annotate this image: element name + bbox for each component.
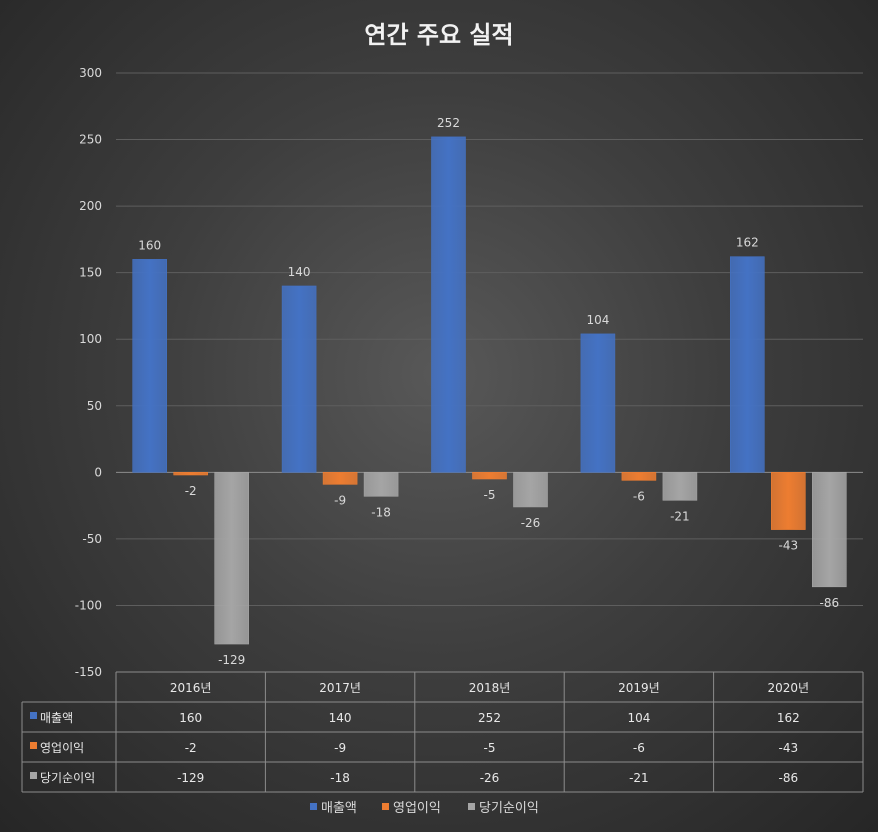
table-cell: -21	[629, 771, 649, 785]
table-cell: 140	[329, 711, 352, 725]
bar	[322, 472, 358, 485]
x-tick-label: 2018년	[469, 681, 511, 695]
data-label: 162	[736, 236, 759, 250]
data-label: 104	[586, 313, 609, 327]
data-label: -21	[670, 509, 690, 523]
legend-key	[310, 803, 317, 810]
table-legend-key	[30, 712, 37, 719]
bar	[431, 136, 466, 473]
x-tick-label: 2020년	[768, 681, 810, 695]
bar	[621, 472, 657, 481]
bar	[281, 285, 317, 473]
data-label: -9	[334, 493, 346, 507]
table-legend-key	[30, 742, 37, 749]
table-cell: -9	[334, 741, 346, 755]
y-tick-label: 150	[79, 266, 102, 280]
data-label: -43	[778, 539, 798, 553]
data-label: -5	[484, 488, 496, 502]
bar	[214, 472, 249, 645]
bar	[729, 256, 765, 473]
data-label: 252	[437, 116, 460, 130]
chart-title: 연간 주요 실적	[364, 21, 513, 49]
bars	[132, 136, 847, 645]
y-tick-label: -150	[75, 665, 102, 679]
y-axis-ticks: 300 250 200 150 100 50 0 -50 -100 -150	[75, 66, 102, 679]
x-tick-label: 2019년	[618, 681, 660, 695]
legend: 매출액 영업이익 당기순이익	[310, 801, 539, 816]
legend-label: 매출액	[321, 801, 357, 816]
table-cell: -129	[177, 771, 204, 785]
table-cell: -2	[185, 741, 197, 755]
table-row-label: 당기순이익	[40, 771, 95, 785]
bar	[580, 333, 616, 473]
bar	[513, 472, 548, 508]
table-cell: -86	[778, 771, 798, 785]
bar	[770, 472, 806, 530]
data-label: 140	[288, 265, 311, 279]
y-tick-label: 200	[79, 199, 102, 213]
y-tick-label: 100	[79, 332, 102, 346]
y-tick-label: -100	[75, 598, 102, 612]
x-tick-label: 2016년	[170, 681, 212, 695]
table-row-label: 매출액	[40, 711, 73, 725]
table-cell: -5	[484, 741, 496, 755]
data-labels: 160 -2 -129 140 -9 -18 252 -5 -26 104 -6 -21 162 -43 -…	[138, 116, 839, 667]
bar	[472, 472, 507, 480]
y-tick-label: 300	[79, 66, 102, 80]
y-tick-label: 0	[94, 465, 102, 479]
table-cell: 252	[478, 711, 501, 725]
table-cell: -26	[480, 771, 500, 785]
bar	[173, 472, 208, 476]
bar	[363, 472, 399, 497]
table-cell: 162	[777, 711, 800, 725]
table-row-label: 영업이익	[40, 741, 84, 755]
table-legend-key	[30, 772, 37, 779]
data-label: -18	[371, 505, 391, 519]
legend-key	[382, 803, 389, 810]
data-label: 160	[138, 238, 161, 252]
table-cell: 160	[179, 711, 202, 725]
x-tick-label: 2017년	[319, 681, 361, 695]
table-cell: -43	[778, 741, 798, 755]
bar	[132, 259, 167, 473]
data-label: -6	[633, 489, 645, 503]
y-tick-label: 250	[79, 133, 102, 147]
legend-label: 당기순이익	[479, 801, 539, 816]
y-tick-label: 50	[87, 399, 102, 413]
data-label: -26	[521, 516, 541, 530]
legend-label: 영업이익	[393, 801, 441, 816]
y-tick-label: -50	[82, 532, 102, 546]
table-cell: 104	[627, 711, 650, 725]
data-label: -129	[218, 653, 245, 667]
data-label: -2	[185, 484, 197, 498]
data-label: -86	[819, 596, 839, 610]
bar	[662, 472, 698, 501]
table-cell: -18	[330, 771, 350, 785]
bar	[811, 472, 847, 588]
legend-key	[468, 803, 475, 810]
table-cell: -6	[633, 741, 645, 755]
